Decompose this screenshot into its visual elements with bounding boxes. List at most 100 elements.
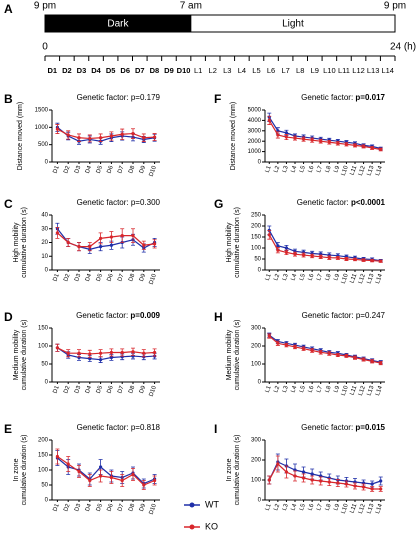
- point: [301, 476, 306, 480]
- y-tick-label: 100: [251, 362, 262, 368]
- x-tick-label: L5: [299, 165, 307, 174]
- day-label: L11: [338, 66, 350, 75]
- y-tick-label: 200: [251, 344, 262, 350]
- series-line: [57, 232, 155, 248]
- point: [284, 250, 289, 254]
- phase-label: Light: [282, 19, 304, 30]
- day-label: D6: [120, 66, 130, 75]
- x-tick-label: D8: [128, 385, 136, 395]
- y-tick-label: 1000: [35, 125, 49, 131]
- day-label: L6: [267, 66, 275, 75]
- annotation-text: Genetic factor:: [76, 311, 130, 320]
- day-label: L9: [311, 66, 319, 75]
- point: [353, 484, 357, 488]
- series-line: [57, 347, 155, 361]
- point: [99, 474, 103, 478]
- point: [379, 259, 383, 263]
- point: [120, 132, 124, 136]
- x-tick-label: D7: [117, 165, 125, 175]
- x-tick-label: L6: [308, 273, 316, 282]
- point: [327, 140, 331, 144]
- day-label: D3: [77, 66, 87, 75]
- y-tick-label: 150: [251, 235, 262, 241]
- annotation-text: Genetic factor:: [297, 198, 351, 207]
- x-tick-label: L11: [349, 273, 358, 285]
- x-tick-label: D1: [53, 503, 61, 513]
- x-tick-label: L11: [349, 503, 358, 515]
- x-tick-label: L2: [273, 165, 281, 174]
- x-tick-label: D1: [53, 165, 61, 175]
- point: [109, 235, 113, 239]
- panel-letter: D: [4, 310, 13, 324]
- x-tick-label: D7: [117, 273, 125, 283]
- point: [88, 245, 92, 249]
- x-tick-label: L3: [282, 165, 290, 174]
- x-tick-label: D10: [149, 273, 159, 286]
- x-tick-label: D4: [85, 503, 93, 513]
- x-tick-label: L6: [308, 385, 316, 394]
- x-tick-label: L5: [299, 503, 307, 512]
- point: [276, 462, 280, 466]
- point: [142, 136, 146, 140]
- x-tick-label: L10: [341, 385, 350, 397]
- day-label: D8: [150, 66, 160, 75]
- x-tick-label: D9: [139, 385, 147, 395]
- annotation-text: Genetic factor:: [77, 423, 131, 432]
- point: [336, 141, 340, 145]
- point: [319, 139, 323, 143]
- x-tick-label: L9: [333, 273, 341, 282]
- x-tick-label: L13: [366, 165, 375, 177]
- day-label: D10: [177, 66, 191, 75]
- point: [336, 256, 340, 260]
- point: [99, 465, 103, 469]
- y-axis-label: In zone: [226, 458, 233, 481]
- x-tick-label: L10: [341, 273, 350, 285]
- x-tick-label: L4: [290, 273, 298, 282]
- x-tick-label: L10: [341, 165, 350, 177]
- annotation: Genetic factor: p=0.015: [301, 423, 385, 432]
- point: [370, 146, 374, 150]
- point: [131, 234, 135, 238]
- x-tick-label: D5: [96, 385, 104, 395]
- series-line: [57, 128, 155, 140]
- p-value: p=0.015: [355, 423, 385, 432]
- point: [361, 485, 366, 489]
- point: [370, 487, 374, 491]
- x-tick-label: L5: [299, 385, 307, 394]
- x-tick-label: D3: [74, 273, 82, 283]
- point: [66, 133, 70, 137]
- point: [276, 133, 280, 137]
- p-value: p=0.247: [356, 311, 386, 320]
- y-tick-label: 500: [38, 142, 49, 148]
- x-tick-label: L8: [325, 503, 333, 512]
- x-tick-label: D6: [107, 273, 115, 283]
- x-tick-label: D1: [53, 273, 61, 283]
- point: [142, 243, 146, 247]
- x-tick-label: L11: [349, 165, 358, 177]
- point: [336, 481, 340, 485]
- point: [77, 469, 81, 474]
- p-value: p=0.017: [355, 93, 385, 102]
- hour-label: 24 (h): [390, 42, 416, 53]
- x-tick-label: D4: [85, 165, 93, 175]
- point: [153, 135, 157, 139]
- annotation-text: Genetic factor:: [302, 311, 356, 320]
- x-tick-label: L9: [333, 165, 341, 174]
- y-axis-label: High mobility: [226, 222, 233, 263]
- point: [77, 351, 81, 355]
- day-label: D2: [62, 66, 72, 75]
- y-axis-label: In zone: [13, 458, 20, 481]
- x-tick-label: L12: [358, 273, 367, 285]
- point: [131, 472, 135, 477]
- point: [379, 361, 383, 365]
- x-tick-label: L7: [316, 165, 324, 174]
- panel-letter: H: [214, 310, 223, 324]
- point: [109, 475, 113, 480]
- point: [55, 346, 60, 350]
- point: [131, 350, 135, 354]
- x-tick-label: L1: [265, 503, 273, 512]
- y-tick-label: 200: [251, 224, 262, 230]
- x-tick-label: L6: [308, 165, 316, 174]
- point: [370, 258, 374, 263]
